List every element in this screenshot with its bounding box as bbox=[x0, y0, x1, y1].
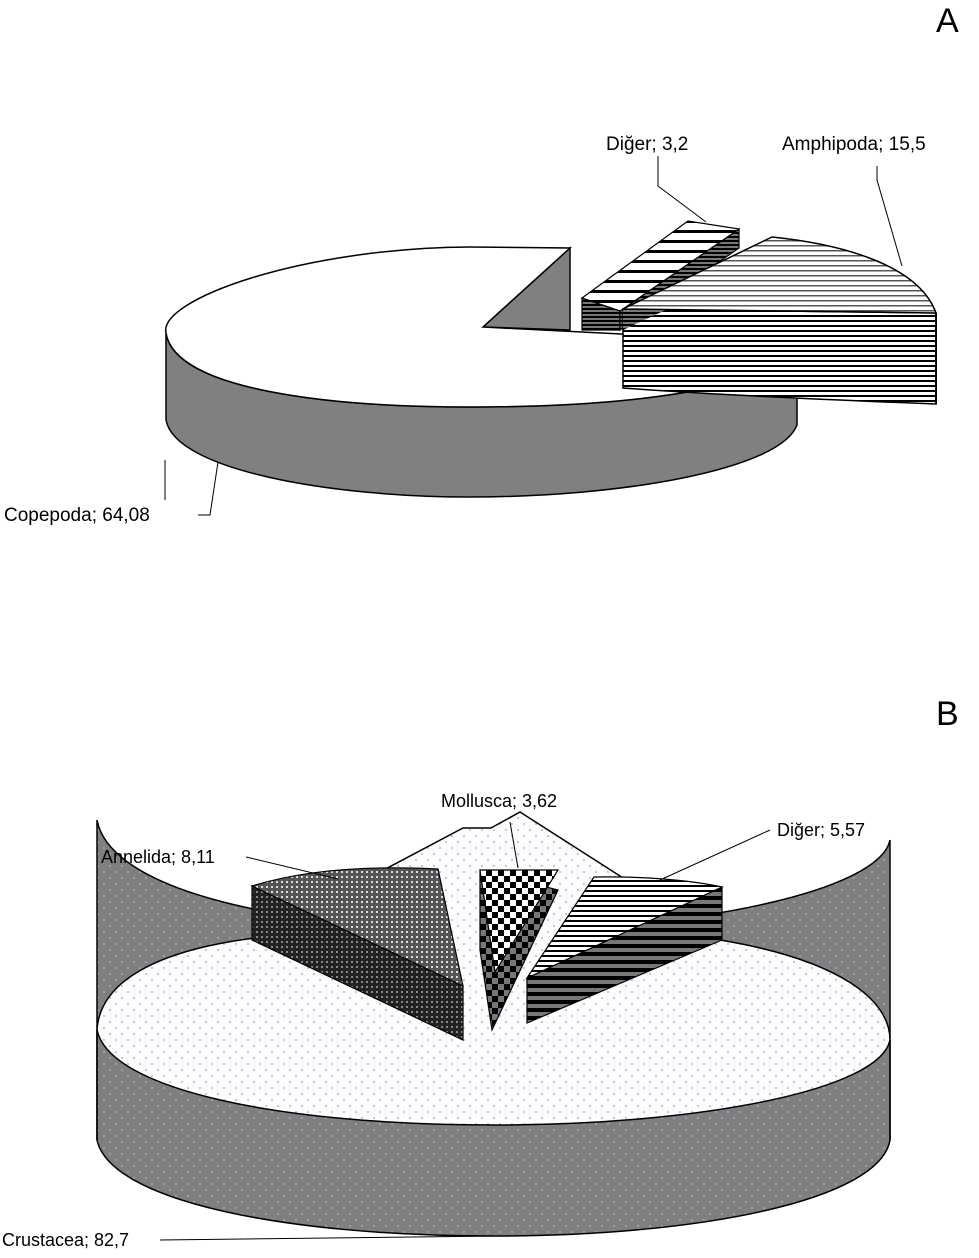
slice-amphipoda-side bbox=[622, 308, 937, 405]
slice-mollusca-top bbox=[479, 869, 560, 974]
leader-amphipoda bbox=[876, 166, 903, 267]
label-mollusca: Mollusca; 3,62 bbox=[441, 791, 557, 811]
label-crustacea: Crustacea; 82,7 bbox=[2, 1230, 129, 1250]
slice-diger-a-top bbox=[580, 220, 741, 312]
panel-letter-a: A bbox=[936, 2, 959, 40]
leader-crustacea bbox=[159, 1235, 501, 1241]
label-copepoda: Copepoda; 64,08 bbox=[4, 505, 150, 526]
leader-mollusca bbox=[509, 821, 519, 869]
label-annelida: Annelida; 8,11 bbox=[101, 847, 215, 867]
leader-diger-b bbox=[659, 829, 771, 881]
label-diger-b: Diğer; 5,57 bbox=[777, 820, 865, 840]
label-amphipoda: Amphipoda; 15,5 bbox=[782, 134, 926, 155]
leader-copepoda bbox=[164, 460, 219, 516]
panel-letter-b: B bbox=[936, 695, 959, 733]
slice-annelida-top bbox=[250, 867, 464, 988]
leader-annelida bbox=[245, 856, 339, 880]
panel-a: A Copepoda; 64,08 Diğer; 3,2 Amphipoda; … bbox=[4, 2, 959, 526]
leader-diger-a bbox=[657, 156, 707, 223]
panel-b: B Annelida; 8,11 Mollusca; 3,62 Diğer; 5… bbox=[2, 695, 959, 1250]
slice-amphipoda-top bbox=[622, 236, 938, 314]
label-diger-a: Diğer; 3,2 bbox=[606, 134, 688, 155]
